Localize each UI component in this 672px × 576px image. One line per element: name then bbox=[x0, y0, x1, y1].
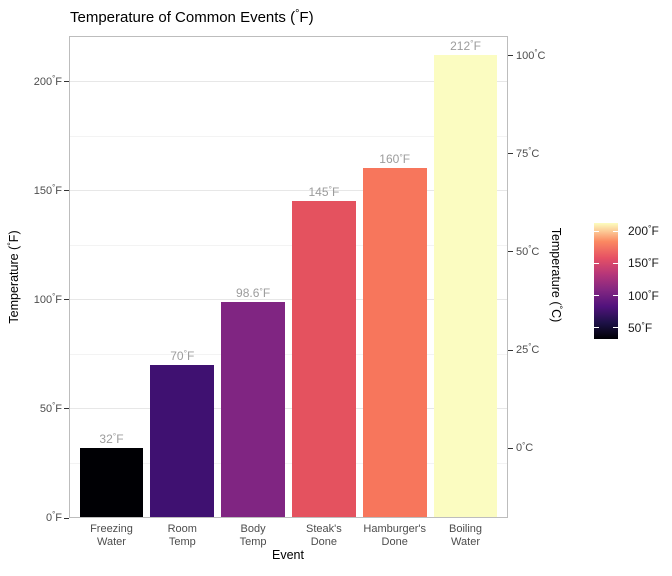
y-axis-label-c: 100°C bbox=[516, 47, 546, 62]
legend-label: 100°F bbox=[628, 287, 659, 303]
y-axis-label-f: 150°F bbox=[33, 183, 62, 197]
y-axis-title-celsius: Temperature (°C) bbox=[549, 227, 565, 323]
legend-tick bbox=[613, 295, 618, 297]
x-axis-label-room-temp: Room Temp bbox=[167, 523, 197, 548]
legend-label: 150°F bbox=[628, 255, 659, 271]
legend-tick bbox=[613, 262, 618, 264]
bar-boiling-water bbox=[433, 55, 498, 517]
bar-steak's-done bbox=[292, 201, 356, 517]
y-axis-label-f: 50°F bbox=[39, 401, 62, 415]
minor-gridline bbox=[69, 353, 508, 355]
legend-tick bbox=[594, 230, 599, 232]
legend-tick bbox=[594, 327, 599, 329]
y-axis-tick-left bbox=[64, 81, 69, 83]
y-axis-label-c: 75°C bbox=[516, 146, 540, 160]
major-gridline bbox=[69, 299, 508, 301]
y-axis-label-c: 25°C bbox=[516, 342, 540, 357]
bar-value-label: 98.6°F bbox=[236, 285, 271, 301]
bar-room-temp bbox=[150, 364, 215, 517]
bar-value-label: 145°F bbox=[308, 184, 340, 200]
y-axis-label-c: 50°C bbox=[516, 244, 540, 258]
y-axis-tick-left bbox=[64, 408, 69, 410]
y-axis-tick-left bbox=[64, 517, 69, 519]
x-axis-label-hamburger's-done: Hamburger's Done bbox=[363, 523, 427, 548]
bar-value-label: 160°F bbox=[379, 151, 411, 167]
legend-label: 50°F bbox=[628, 320, 653, 335]
legend-label: 200°F bbox=[628, 223, 659, 239]
y-axis-tick-right bbox=[508, 349, 513, 351]
major-gridline bbox=[69, 408, 508, 410]
y-axis-label-c: 0°C bbox=[516, 440, 534, 455]
x-axis-label-boiling-water: Boiling Water bbox=[449, 523, 483, 548]
legend-tick bbox=[613, 230, 618, 232]
chart-title: Temperature of Common Events (°F) bbox=[70, 8, 314, 26]
x-axis-label-steak's-done: Steak's Done bbox=[306, 523, 342, 548]
bar-freezing-water bbox=[79, 447, 144, 517]
y-axis-label-f: 0°F bbox=[45, 510, 62, 524]
major-gridline bbox=[69, 81, 508, 83]
y-axis-tick-left bbox=[64, 299, 69, 301]
x-axis-label-body-temp: Body Temp bbox=[239, 523, 267, 548]
y-axis-tick-right bbox=[508, 251, 513, 253]
y-axis-label-f: 100°F bbox=[33, 292, 62, 306]
bar-value-label: 32°F bbox=[99, 430, 124, 446]
y-axis-tick-right bbox=[508, 447, 513, 449]
major-gridline bbox=[69, 190, 508, 192]
bar-value-label: 70°F bbox=[170, 347, 195, 363]
minor-gridline bbox=[69, 462, 508, 464]
y-axis-label-f: 200°F bbox=[33, 74, 62, 88]
x-axis-label-freezing-water: Freezing Water bbox=[90, 523, 133, 548]
bar-value-label: 212°F bbox=[450, 38, 481, 53]
legend-tick bbox=[594, 295, 599, 297]
legend-colorbar bbox=[594, 223, 618, 339]
minor-gridline bbox=[69, 244, 508, 246]
legend-tick bbox=[613, 327, 618, 329]
y-axis-tick-right bbox=[508, 153, 513, 155]
bar-body-temp bbox=[221, 302, 285, 517]
minor-gridline bbox=[69, 135, 508, 137]
x-axis-title: Event bbox=[272, 548, 304, 562]
y-axis-title-fahrenheit: Temperature (°F) bbox=[5, 230, 21, 324]
legend-tick bbox=[594, 262, 599, 264]
bar-hamburger's-done bbox=[362, 168, 427, 517]
y-axis-tick-left bbox=[64, 190, 69, 192]
y-axis-tick-right bbox=[508, 55, 513, 56]
